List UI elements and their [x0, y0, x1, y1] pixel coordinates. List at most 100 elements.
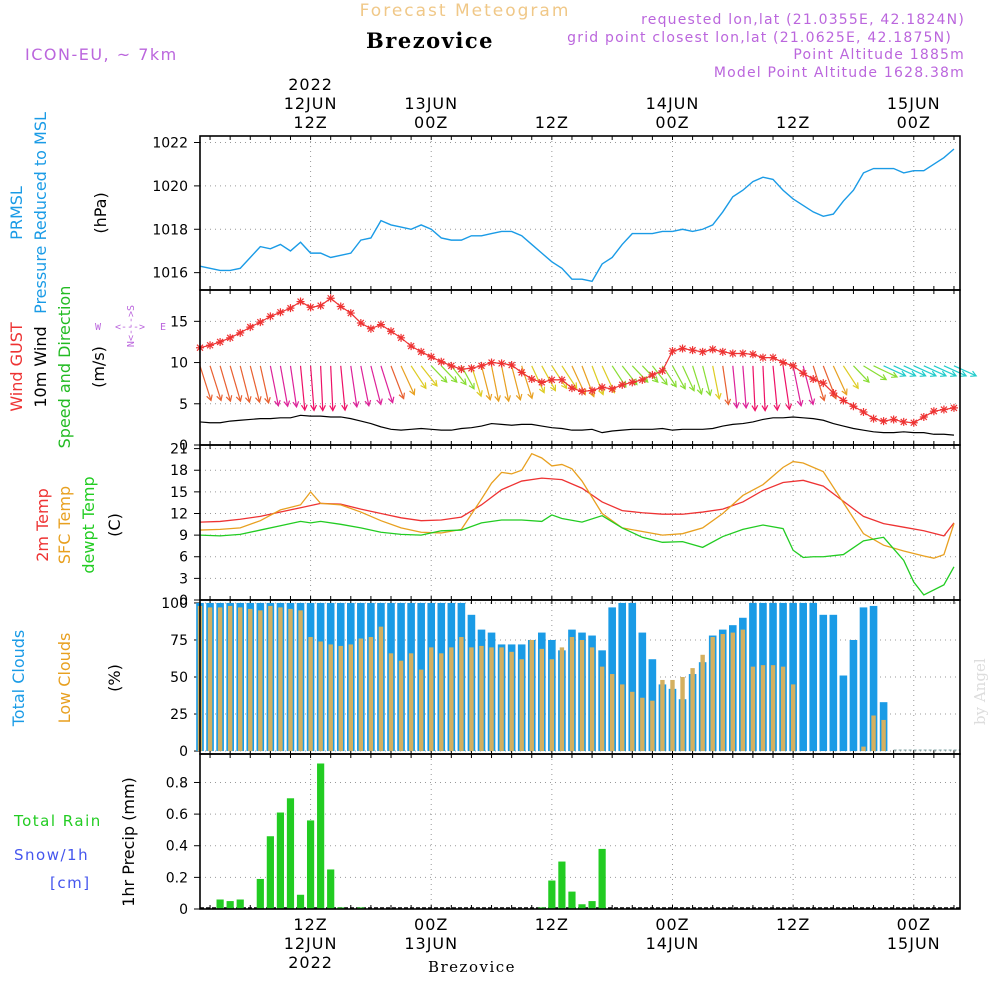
panel-label: (C)	[105, 513, 124, 537]
wind-direction-arrow	[712, 365, 720, 399]
wind-direction-arrow	[440, 365, 458, 383]
wind-arrow-head	[515, 393, 523, 402]
wind-arrow-head	[292, 401, 300, 409]
wind-arrow-head	[819, 394, 826, 402]
low-cloud-bar	[861, 746, 866, 752]
wind-direction-arrow	[330, 365, 334, 411]
wind-arrow-head	[761, 405, 769, 412]
wind-gust-marker	[658, 366, 667, 375]
low-cloud-bar	[549, 659, 555, 752]
low-cloud-bar	[288, 608, 293, 752]
wind-direction-arrow	[953, 365, 977, 377]
panel-label: Speed and Direction	[55, 286, 74, 449]
wind-arrow-head	[724, 398, 732, 406]
panel-label: Low Clouds	[55, 633, 74, 724]
precip-label-rain: Total Rain	[13, 812, 102, 830]
wind-gust-marker	[598, 383, 607, 392]
precip-bar	[296, 894, 305, 909]
wind-arrow-head	[494, 395, 501, 403]
wind-direction-arrow	[692, 365, 703, 395]
wind-gust-marker	[789, 361, 798, 370]
wind-gust-marker	[346, 309, 355, 318]
bottom-time-label: 00Z	[897, 915, 931, 934]
wind-direction-arrow	[923, 365, 947, 377]
wind-direction-arrow	[470, 365, 482, 397]
low-cloud-bar	[408, 653, 414, 752]
wind-gust-marker	[668, 347, 677, 356]
wind-direction-arrow	[249, 365, 261, 403]
wind-gust-marker	[356, 318, 365, 327]
precip-bar	[266, 836, 274, 909]
wind-gust-marker	[467, 364, 476, 373]
wind-gust-marker	[688, 346, 697, 355]
wind-gust-marker	[316, 301, 325, 310]
wind-gust-marker	[326, 294, 335, 303]
wind-direction-arrow	[340, 365, 346, 411]
panel-label: (hPa)	[91, 192, 110, 233]
wind-gust-marker	[889, 415, 898, 424]
wind-arrow-head	[891, 371, 899, 378]
low-cloud-bar	[760, 665, 766, 752]
low-cloud-bar	[358, 638, 364, 752]
y-tick-label: 1020	[152, 179, 188, 195]
low-cloud-bar	[710, 637, 715, 752]
temperature-line	[199, 514, 955, 596]
top-time-label: 15JUN	[887, 94, 941, 113]
wind-arrow-head	[329, 405, 337, 412]
wind-gust-marker	[769, 353, 778, 362]
wind-gust-marker	[216, 337, 225, 346]
low-cloud-bar	[790, 684, 796, 752]
wind-gust-marker	[266, 312, 275, 321]
panel-label: Wind GUST	[7, 322, 26, 412]
bottom-time-label: 12Z	[293, 915, 327, 934]
wind-direction-arrow	[792, 365, 802, 406]
precip-bar	[256, 878, 264, 909]
wind-arrow-head	[950, 370, 958, 377]
wind-arrow-head	[852, 382, 859, 390]
low-cloud-bar	[529, 639, 534, 752]
wind-direction-arrow	[229, 365, 242, 402]
wind-gust-marker	[949, 403, 958, 412]
precip-bar	[306, 820, 315, 909]
wind-gust-marker	[758, 353, 767, 362]
wind-direction-arrow	[772, 365, 778, 411]
y-tick-label: 0	[179, 902, 188, 918]
wind-gust-marker	[628, 378, 637, 387]
wind-gust-marker	[648, 370, 657, 379]
wind-arrow-head	[939, 370, 948, 377]
precip-bar	[588, 901, 596, 909]
total-cloud-bar	[819, 614, 828, 752]
wind-direction-arrow	[209, 365, 222, 401]
wind-gust-marker	[738, 349, 747, 358]
y-tick-label: 1022	[152, 136, 188, 152]
wind-arrow-head	[808, 398, 816, 406]
y-tick-label: 3	[179, 571, 188, 587]
bottom-time-label: 15JUN	[887, 934, 941, 953]
wind-gust-marker	[557, 375, 566, 384]
low-cloud-bar	[700, 654, 705, 752]
low-cloud-bar	[499, 647, 504, 752]
y-tick-label: 15	[170, 485, 188, 501]
low-cloud-bar	[559, 647, 565, 752]
wind-arrow-head	[960, 370, 968, 377]
panel-label: dewpt Temp	[79, 476, 98, 573]
wind-direction-arrow	[480, 365, 491, 400]
low-cloud-bar	[670, 679, 675, 752]
wind-gust-marker	[366, 324, 375, 333]
low-cloud-bar	[489, 647, 494, 752]
precip-bar	[548, 880, 556, 909]
wind-direction-arrow	[299, 365, 306, 411]
precip-bar	[568, 891, 576, 909]
low-cloud-bar	[630, 691, 635, 752]
wind-arrow-head	[899, 370, 907, 377]
low-cloud-bar	[569, 637, 575, 752]
wind-gust-marker	[387, 327, 396, 336]
wind-gust-marker	[839, 396, 848, 405]
wind-arrow-head	[206, 394, 213, 402]
temperature-line	[199, 452, 955, 559]
wind-gust-marker	[206, 341, 215, 350]
wind-direction-arrow	[390, 365, 405, 399]
low-cloud-bar	[750, 666, 756, 752]
wind-gust-marker	[246, 323, 255, 332]
wind-direction-arrow	[873, 365, 898, 378]
